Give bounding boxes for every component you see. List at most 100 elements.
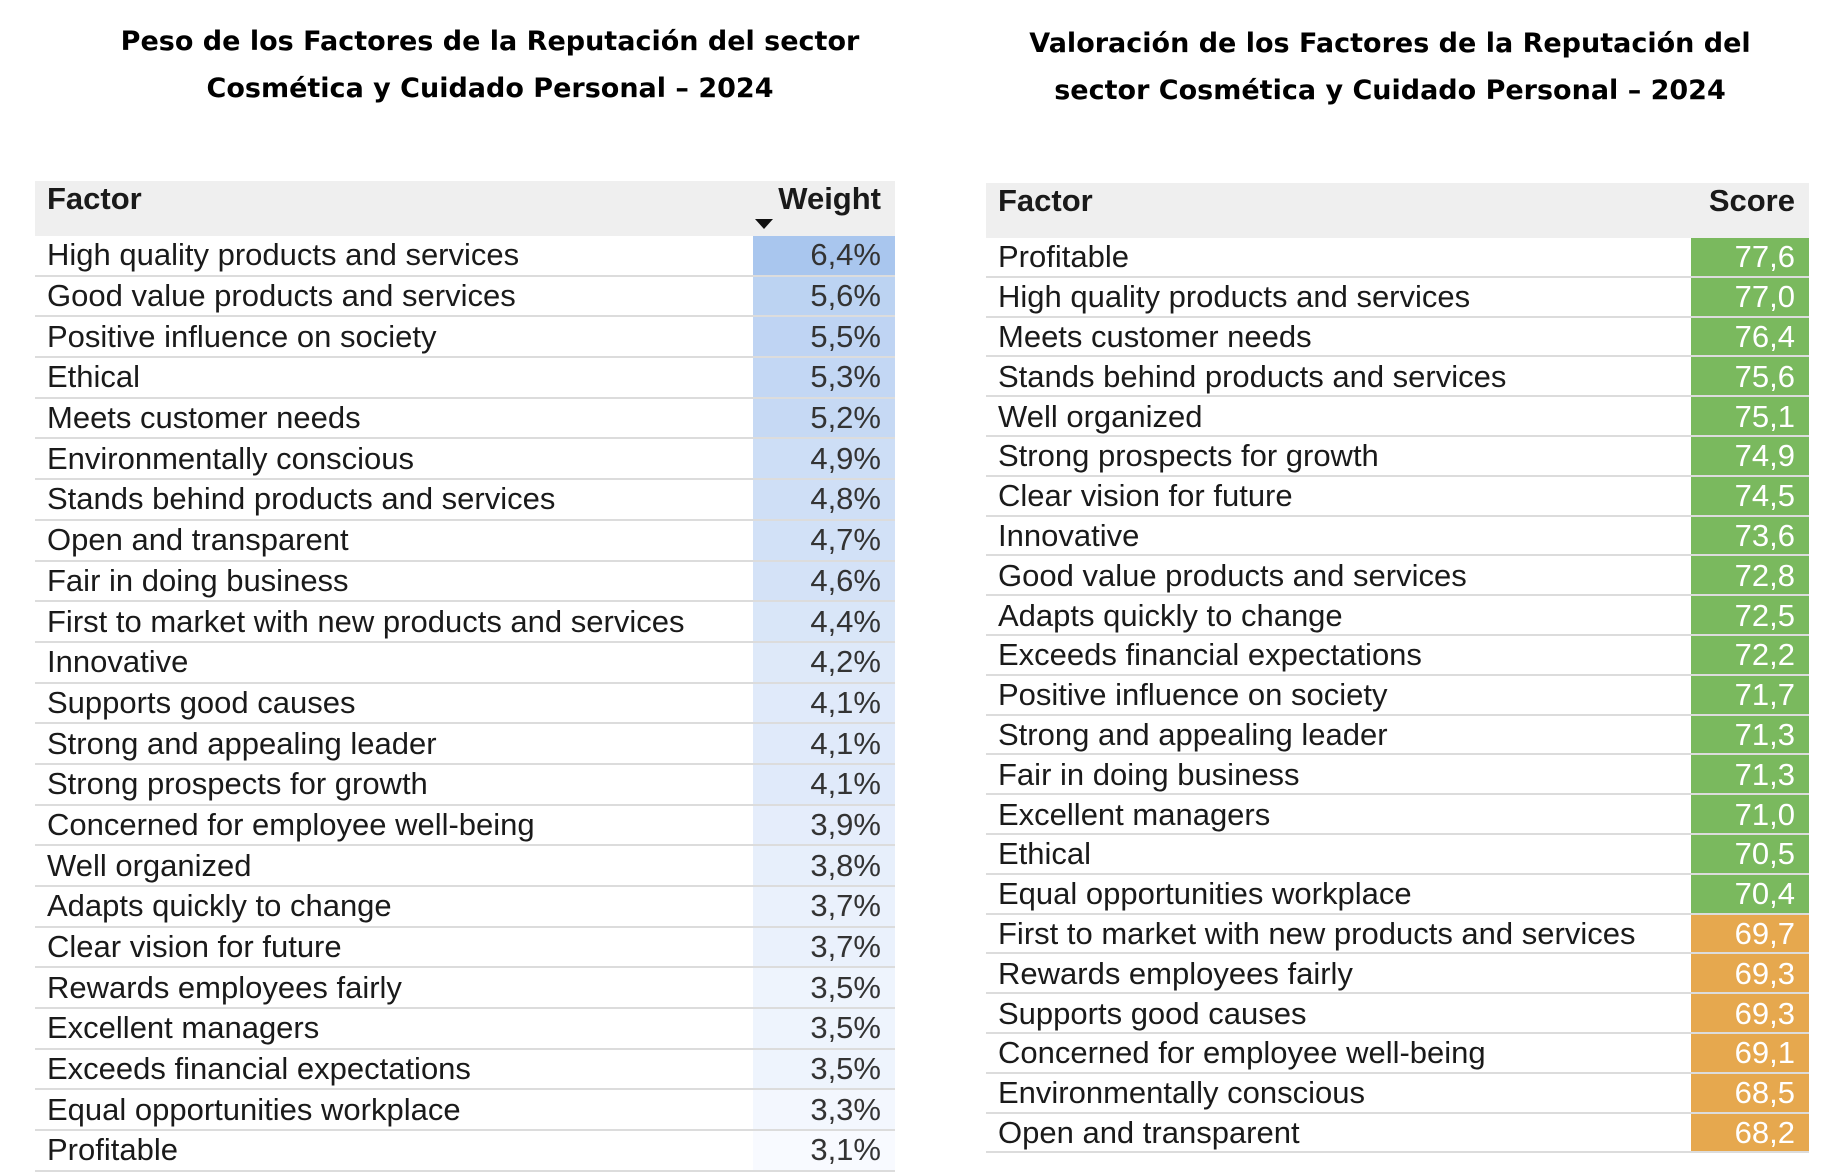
score-row: Equal opportunities workplace 70,4: [986, 873, 1809, 915]
weight-row: Profitable 3,1%: [35, 1130, 895, 1172]
weight-row: Strong prospects for growth 4,1%: [35, 763, 895, 806]
weight-row: First to market with new products and se…: [35, 601, 895, 643]
factor-cell: Ethical: [986, 833, 1691, 875]
score-row: Strong and appealing leader 71,3: [986, 714, 1809, 756]
factor-cell: Positive influence on society: [986, 674, 1691, 716]
weight-row: Supports good causes 4,1%: [35, 682, 895, 725]
score-row: First to market with new products and se…: [986, 913, 1809, 955]
score-row: Exceeds financial expectations 72,2: [986, 634, 1809, 676]
weight-row: Excellent managers 3,5%: [35, 1008, 895, 1050]
factor-cell: Strong and appealing leader: [35, 723, 753, 765]
factor-cell: High quality products and services: [986, 276, 1691, 318]
factor-column-header[interactable]: Factor: [986, 183, 1691, 238]
factor-cell: Supports good causes: [986, 993, 1691, 1034]
weight-value-cell: 3,5%: [753, 1008, 895, 1050]
factor-cell: Supports good causes: [35, 682, 753, 725]
factor-column-header[interactable]: Factor: [35, 181, 753, 236]
score-value-cell: 72,8: [1691, 555, 1809, 597]
weight-row: Equal opportunities workplace 3,3%: [35, 1089, 895, 1132]
score-row: Stands behind products and services 75,6: [986, 356, 1809, 398]
score-row: Environmentally conscious 68,5: [986, 1072, 1809, 1114]
score-value-cell: 71,3: [1691, 714, 1809, 756]
weight-table-title: Peso de los Factores de la Reputación de…: [60, 18, 920, 112]
score-row: Fair in doing business 71,3: [986, 754, 1809, 796]
weight-value-cell: 3,8%: [753, 845, 895, 887]
factor-cell: Fair in doing business: [35, 560, 753, 603]
factor-cell: Innovative: [986, 515, 1691, 557]
weight-table-body: High quality products and services 6,4% Go…: [35, 236, 895, 1172]
score-title-line-2: sector Cosmética y Cuidado Personal – 20…: [1054, 75, 1726, 106]
weight-value-cell: 4,4%: [753, 601, 895, 643]
weight-value-cell: 6,4%: [753, 236, 895, 277]
factor-cell: Excellent managers: [986, 794, 1691, 835]
score-value-cell: 69,1: [1691, 1032, 1809, 1074]
score-row: High quality products and services 77,0: [986, 276, 1809, 318]
factor-cell: Profitable: [35, 1130, 753, 1172]
score-row: Strong prospects for growth 74,9: [986, 435, 1809, 477]
weight-column-header[interactable]: Weight: [753, 181, 895, 236]
weight-value-cell: 3,3%: [753, 1089, 895, 1132]
factor-cell: Positive influence on society: [35, 316, 753, 359]
factor-cell: Equal opportunities workplace: [35, 1089, 753, 1132]
weight-value-cell: 3,1%: [753, 1130, 895, 1172]
factor-cell: Clear vision for future: [35, 926, 753, 969]
factor-cell: Strong and appealing leader: [986, 714, 1691, 756]
weight-row: Exceeds financial expectations 3,5%: [35, 1048, 895, 1091]
factor-cell: Adapts quickly to change: [986, 595, 1691, 636]
factor-cell: First to market with new products and se…: [35, 601, 753, 643]
weight-row: Ethical 5,3%: [35, 357, 895, 399]
factor-cell: Profitable: [986, 238, 1691, 278]
factor-cell: Good value products and services: [986, 555, 1691, 597]
factor-cell: Stands behind products and services: [986, 356, 1691, 398]
weight-value-cell: 3,7%: [753, 886, 895, 928]
factor-cell: Meets customer needs: [986, 316, 1691, 358]
score-row: Rewards employees fairly 69,3: [986, 953, 1809, 995]
score-value-cell: 72,5: [1691, 595, 1809, 636]
weight-value-cell: 3,5%: [753, 967, 895, 1010]
factor-cell: Environmentally conscious: [986, 1072, 1691, 1114]
score-row: Ethical 70,5: [986, 833, 1809, 875]
weight-row: Meets customer needs 5,2%: [35, 397, 895, 440]
weight-value-cell: 5,3%: [753, 357, 895, 399]
weight-row: Clear vision for future 3,7%: [35, 926, 895, 969]
score-column-header[interactable]: Score: [1691, 183, 1809, 238]
factor-cell: Exceeds financial expectations: [35, 1048, 753, 1091]
score-row: Good value products and services 72,8: [986, 555, 1809, 597]
weight-value-cell: 4,9%: [753, 438, 895, 481]
factor-cell: Clear vision for future: [986, 475, 1691, 517]
score-title-line-1: Valoración de los Factores de la Reputac…: [1029, 28, 1751, 59]
weight-row: Rewards employees fairly 3,5%: [35, 967, 895, 1010]
weight-row: High quality products and services 6,4%: [35, 236, 895, 277]
factor-cell: Excellent managers: [35, 1008, 753, 1050]
weight-value-cell: 4,1%: [753, 682, 895, 725]
weight-row: Adapts quickly to change 3,7%: [35, 886, 895, 928]
weight-row: Strong and appealing leader 4,1%: [35, 723, 895, 765]
factor-cell: Innovative: [35, 641, 753, 684]
score-row: Positive influence on society 71,7: [986, 674, 1809, 716]
factor-cell: Stands behind products and services: [35, 479, 753, 521]
score-table: Factor Score Profitable 77,6 High quality …: [986, 183, 1809, 1154]
score-value-cell: 74,9: [1691, 435, 1809, 477]
score-row: Well organized 75,1: [986, 396, 1809, 437]
factor-cell: Well organized: [35, 845, 753, 887]
factor-cell: Strong prospects for growth: [986, 435, 1691, 477]
weight-row: Positive influence on society 5,5%: [35, 316, 895, 359]
score-row: Profitable 77,6: [986, 238, 1809, 278]
score-row: Adapts quickly to change 72,5: [986, 595, 1809, 636]
factor-cell: First to market with new products and se…: [986, 913, 1691, 955]
weight-value-cell: 4,6%: [753, 560, 895, 603]
score-value-cell: 71,3: [1691, 754, 1809, 796]
weight-value-cell: 5,5%: [753, 316, 895, 359]
factor-cell: Concerned for employee well-being: [35, 804, 753, 847]
score-row: Excellent managers 71,0: [986, 794, 1809, 835]
factor-cell: Concerned for employee well-being: [986, 1032, 1691, 1074]
score-value-cell: 75,6: [1691, 356, 1809, 398]
score-row: Clear vision for future 74,5: [986, 475, 1809, 517]
score-row: Open and transparent 68,2: [986, 1112, 1809, 1154]
factor-cell: Environmentally conscious: [35, 438, 753, 481]
factor-cell: Rewards employees fairly: [35, 967, 753, 1010]
score-table-header: Factor Score: [986, 183, 1809, 238]
score-value-cell: 71,0: [1691, 794, 1809, 835]
factor-cell: Well organized: [986, 396, 1691, 437]
weight-row: Concerned for employee well-being 3,9%: [35, 804, 895, 847]
